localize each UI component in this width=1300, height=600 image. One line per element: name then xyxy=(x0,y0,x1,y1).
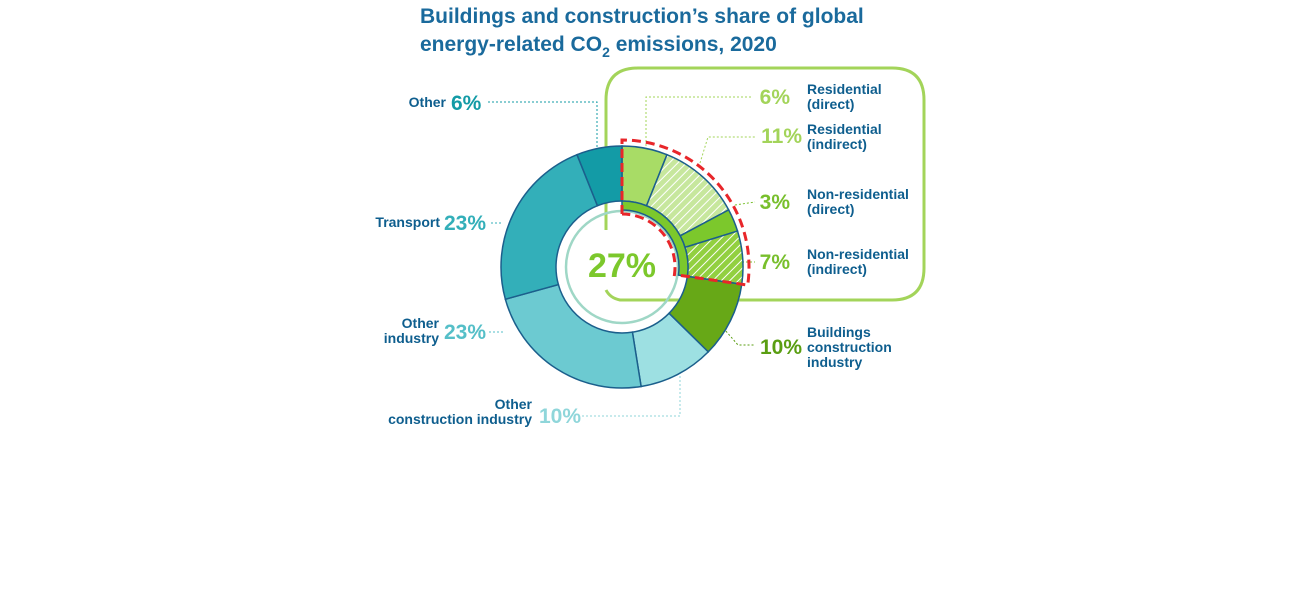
name-label-other_construction: Other construction industry xyxy=(388,396,532,427)
pct-label-transport: 23% xyxy=(444,212,486,235)
callout-box xyxy=(604,66,926,302)
name-label-line: Transport xyxy=(375,214,440,230)
name-label-res_direct: Residential (direct) xyxy=(807,81,882,112)
leader-res_direct xyxy=(645,96,752,150)
leader-other xyxy=(486,101,598,155)
name-label-line: Residential xyxy=(807,81,882,97)
leader-nonres_direct xyxy=(734,201,756,206)
name-label-line: Other xyxy=(409,94,447,110)
leader-other_construction xyxy=(582,372,681,417)
title-subscript: 2 xyxy=(602,44,610,60)
name-label-res_indirect: Residential (indirect) xyxy=(807,121,882,152)
name-label-line: Other xyxy=(495,396,533,412)
name-label-line: Residential xyxy=(807,121,882,137)
name-label-line: industry xyxy=(807,354,862,370)
chart-title: Buildings and construction’s share of gl… xyxy=(420,5,864,28)
pct-label-nonres_indirect: 7% xyxy=(760,251,791,274)
name-label-line: Other xyxy=(402,315,440,331)
slice-other_industry xyxy=(504,283,642,389)
title-line2-post: emissions, 2020 xyxy=(610,33,777,56)
name-label-line: construction industry xyxy=(388,411,532,427)
pct-label-other_industry: 23% xyxy=(444,321,486,344)
name-label-line: (direct) xyxy=(807,201,854,217)
name-label-line: (direct) xyxy=(807,96,854,112)
pct-label-other: 6% xyxy=(451,92,482,115)
chart-title-line2: energy-related CO2 emissions, 2020 xyxy=(420,33,777,60)
title-line2-pre: energy-related CO xyxy=(420,33,602,56)
name-label-line: industry xyxy=(384,330,439,346)
name-label-line: Non-residential xyxy=(807,246,909,262)
name-label-line: construction xyxy=(807,339,892,355)
name-label-line: (indirect) xyxy=(807,261,867,277)
leader-res_indirect xyxy=(699,136,755,164)
name-label-line: Buildings xyxy=(807,324,871,340)
name-label-transport: Transport xyxy=(375,214,440,230)
name-label-bldg_construction: Buildings construction industry xyxy=(807,324,892,370)
center-label: 27% xyxy=(588,247,656,285)
pct-label-other_construction: 10% xyxy=(539,405,581,428)
leader-bldg_construction xyxy=(717,321,755,346)
name-label-line: Non-residential xyxy=(807,186,909,202)
pct-label-nonres_direct: 3% xyxy=(760,191,791,214)
pct-label-res_indirect: 11% xyxy=(761,125,802,148)
highlight-dash xyxy=(620,138,751,287)
name-label-line: (indirect) xyxy=(807,136,867,152)
name-label-other_industry: Other industry xyxy=(384,315,440,346)
slice-other xyxy=(576,145,623,207)
pct-label-res_direct: 6% xyxy=(760,86,791,109)
slice-transport xyxy=(500,153,599,301)
name-label-nonres_direct: Non-residential (direct) xyxy=(807,186,909,217)
name-label-nonres_indirect: Non-residential (indirect) xyxy=(807,246,909,277)
name-label-other: Other xyxy=(409,94,447,110)
pct-label-bldg_construction: 10% xyxy=(760,336,802,359)
